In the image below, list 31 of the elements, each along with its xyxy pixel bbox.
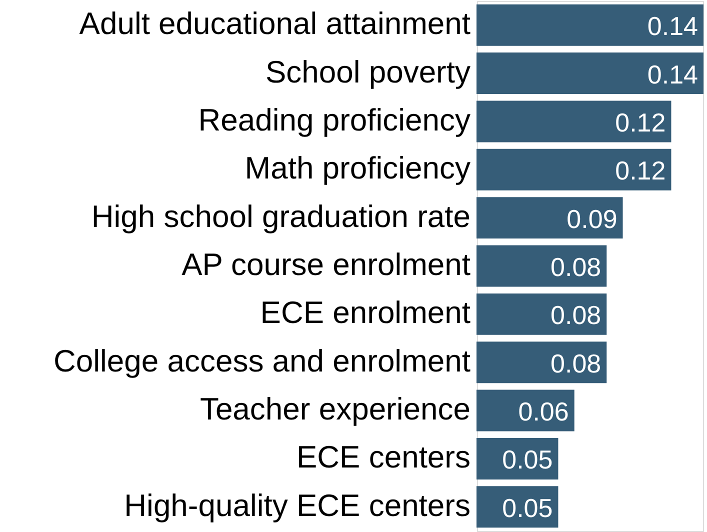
data-label: 0.08 bbox=[550, 252, 602, 282]
bar bbox=[476, 197, 623, 239]
data-label: 0.09 bbox=[566, 204, 618, 234]
y-tick-label: High-quality ECE centers bbox=[124, 488, 470, 523]
bar bbox=[476, 148, 672, 190]
data-label: 0.12 bbox=[615, 107, 666, 138]
y-tick-label: ECE enrolment bbox=[260, 295, 471, 330]
data-label: 0.08 bbox=[550, 300, 602, 330]
bar bbox=[476, 245, 607, 287]
y-tick-label: AP course enrolment bbox=[182, 247, 471, 282]
y-tick-label: School poverty bbox=[265, 54, 471, 90]
data-label: 0.05 bbox=[502, 492, 553, 523]
y-tick-label: Math proficiency bbox=[244, 150, 471, 186]
data-label: 0.14 bbox=[647, 11, 698, 42]
data-label: 0.06 bbox=[518, 396, 569, 427]
data-label: 0.05 bbox=[502, 444, 553, 475]
y-tick-label: College access and enrolment bbox=[53, 343, 471, 378]
y-tick-label: ECE centers bbox=[296, 440, 470, 475]
bar bbox=[476, 4, 704, 46]
y-tick-label: High school graduation rate bbox=[91, 198, 470, 234]
y-tick-label: Teacher experience bbox=[200, 392, 470, 427]
bar bbox=[476, 100, 672, 142]
data-label: 0.08 bbox=[550, 348, 602, 378]
bar bbox=[476, 390, 574, 432]
y-tick-label: Adult educational attainment bbox=[79, 6, 471, 42]
data-label: 0.14 bbox=[647, 59, 698, 90]
y-tick-label: Reading proficiency bbox=[198, 102, 471, 138]
data-label: 0.12 bbox=[615, 156, 666, 186]
bar bbox=[476, 52, 704, 94]
bar bbox=[476, 293, 607, 335]
bar bbox=[476, 342, 607, 384]
